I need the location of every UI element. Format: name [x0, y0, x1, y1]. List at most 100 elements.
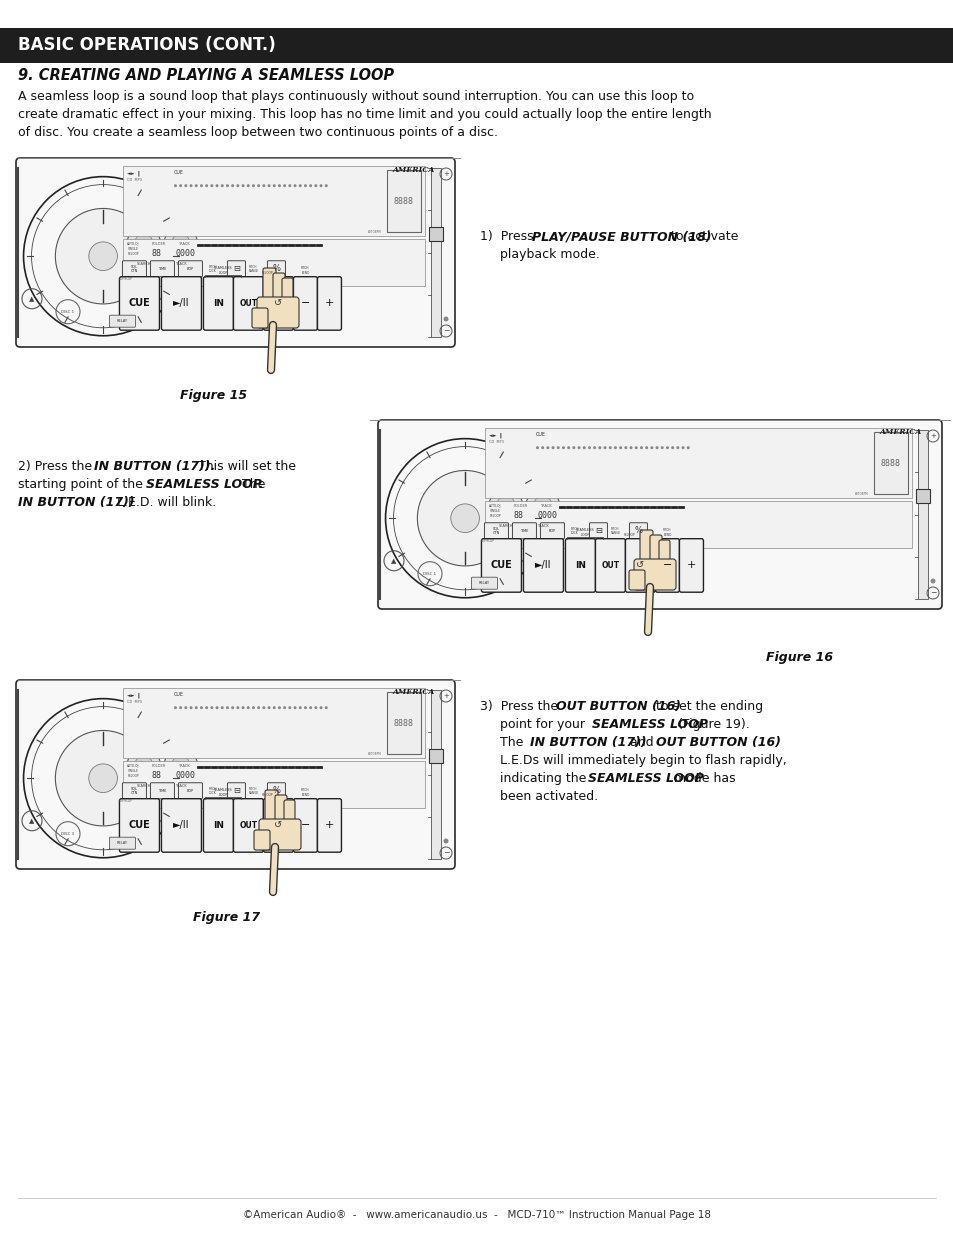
Text: IN BUTTON (17)): IN BUTTON (17)) [18, 496, 134, 509]
Text: 0000: 0000 [175, 249, 195, 258]
FancyBboxPatch shape [119, 799, 159, 852]
Text: ⊟: ⊟ [233, 264, 240, 273]
Text: ▲: ▲ [30, 818, 34, 824]
Text: +: + [324, 820, 334, 830]
Circle shape [660, 446, 663, 450]
Circle shape [277, 184, 280, 188]
Text: been activated.: been activated. [479, 790, 598, 803]
Text: −: − [442, 326, 449, 336]
Circle shape [215, 184, 218, 188]
FancyBboxPatch shape [274, 795, 287, 829]
Text: −: − [300, 299, 310, 309]
Text: +: + [686, 561, 696, 571]
FancyBboxPatch shape [284, 800, 294, 829]
Text: point for your: point for your [479, 718, 588, 731]
FancyBboxPatch shape [263, 799, 294, 852]
Text: L.E.Ds will immediately begin to flash rapidly,: L.E.Ds will immediately begin to flash r… [479, 755, 786, 767]
FancyBboxPatch shape [679, 538, 702, 593]
Text: DISC 3: DISC 3 [61, 831, 74, 836]
Circle shape [241, 706, 244, 709]
FancyBboxPatch shape [161, 799, 201, 852]
Text: −: − [442, 848, 449, 857]
FancyBboxPatch shape [625, 538, 655, 593]
Text: TRACK: TRACK [537, 524, 548, 527]
Text: AUTOBPM: AUTOBPM [368, 230, 381, 235]
Circle shape [179, 184, 182, 188]
Text: RELAY: RELAY [117, 841, 128, 845]
Circle shape [236, 706, 239, 709]
Text: IN BUTTON (17)).: IN BUTTON (17)). [94, 459, 215, 473]
Text: OUT BUTTON (16): OUT BUTTON (16) [556, 700, 680, 713]
Text: BOP: BOP [187, 789, 193, 793]
Circle shape [577, 446, 580, 450]
FancyBboxPatch shape [16, 680, 455, 869]
Circle shape [639, 446, 642, 450]
Circle shape [608, 446, 611, 450]
Circle shape [252, 706, 254, 709]
Text: ▲: ▲ [391, 558, 396, 563]
Text: SEAMLESS
LOOP: SEAMLESS LOOP [576, 529, 594, 537]
Text: IN: IN [213, 821, 224, 830]
FancyBboxPatch shape [540, 522, 564, 538]
Circle shape [324, 184, 328, 188]
Circle shape [294, 184, 296, 188]
Text: 88: 88 [513, 511, 523, 520]
Circle shape [55, 730, 151, 826]
Circle shape [179, 706, 182, 709]
Text: 8888: 8888 [394, 719, 414, 727]
Circle shape [257, 706, 260, 709]
Bar [387, 692, 420, 755]
Circle shape [598, 446, 600, 450]
Text: playback mode.: playback mode. [479, 248, 599, 261]
Text: %: % [273, 264, 280, 273]
Circle shape [172, 756, 190, 774]
Text: DISC 1: DISC 1 [423, 572, 436, 576]
Text: This will set the: This will set the [193, 459, 295, 473]
Text: AMERICA: AMERICA [393, 688, 435, 697]
Bar [123, 761, 424, 808]
Text: TIME: TIME [519, 529, 528, 532]
Text: and: and [625, 736, 657, 748]
Circle shape [205, 706, 208, 709]
Circle shape [497, 496, 515, 515]
Text: SEARCH: SEARCH [498, 524, 513, 527]
Circle shape [451, 504, 479, 532]
Circle shape [655, 446, 658, 450]
Circle shape [603, 446, 606, 450]
Circle shape [283, 184, 286, 188]
Circle shape [226, 706, 229, 709]
Text: PITCH
BEND: PITCH BEND [301, 266, 310, 274]
FancyBboxPatch shape [252, 308, 268, 329]
Text: ⊟: ⊟ [595, 526, 601, 535]
Text: mode has: mode has [669, 772, 735, 785]
Text: SQL
CTN: SQL CTN [493, 526, 499, 535]
Text: OUT BUTTON (16): OUT BUTTON (16) [656, 736, 781, 748]
Text: +: + [442, 170, 449, 177]
Text: 9. CREATING AND PLAYING A SEAMLESS LOOP: 9. CREATING AND PLAYING A SEAMLESS LOOP [18, 68, 394, 83]
Circle shape [686, 446, 689, 450]
Text: ◄►  ‖: ◄► ‖ [128, 170, 140, 175]
Circle shape [184, 184, 187, 188]
Circle shape [164, 226, 197, 259]
Circle shape [536, 446, 538, 450]
Bar [123, 240, 424, 285]
Text: TRACK: TRACK [540, 504, 552, 509]
Text: AUTO-DJ
SINGLE
RELOOP: AUTO-DJ SINGLE RELOOP [128, 764, 140, 778]
Circle shape [319, 184, 322, 188]
Circle shape [309, 706, 312, 709]
Text: CUE: CUE [173, 170, 183, 175]
Circle shape [489, 489, 522, 522]
FancyBboxPatch shape [659, 540, 669, 569]
Circle shape [55, 209, 151, 304]
Text: AUTOBPM: AUTOBPM [368, 752, 381, 756]
Bar [0, 28, 953, 63]
Circle shape [273, 706, 275, 709]
Circle shape [172, 235, 190, 252]
Text: L.E.D. will blink.: L.E.D. will blink. [112, 496, 216, 509]
Circle shape [173, 184, 176, 188]
Circle shape [540, 446, 543, 450]
Text: FOLDER: FOLDER [152, 764, 166, 768]
Circle shape [89, 242, 117, 270]
Circle shape [252, 184, 254, 188]
Circle shape [671, 446, 674, 450]
